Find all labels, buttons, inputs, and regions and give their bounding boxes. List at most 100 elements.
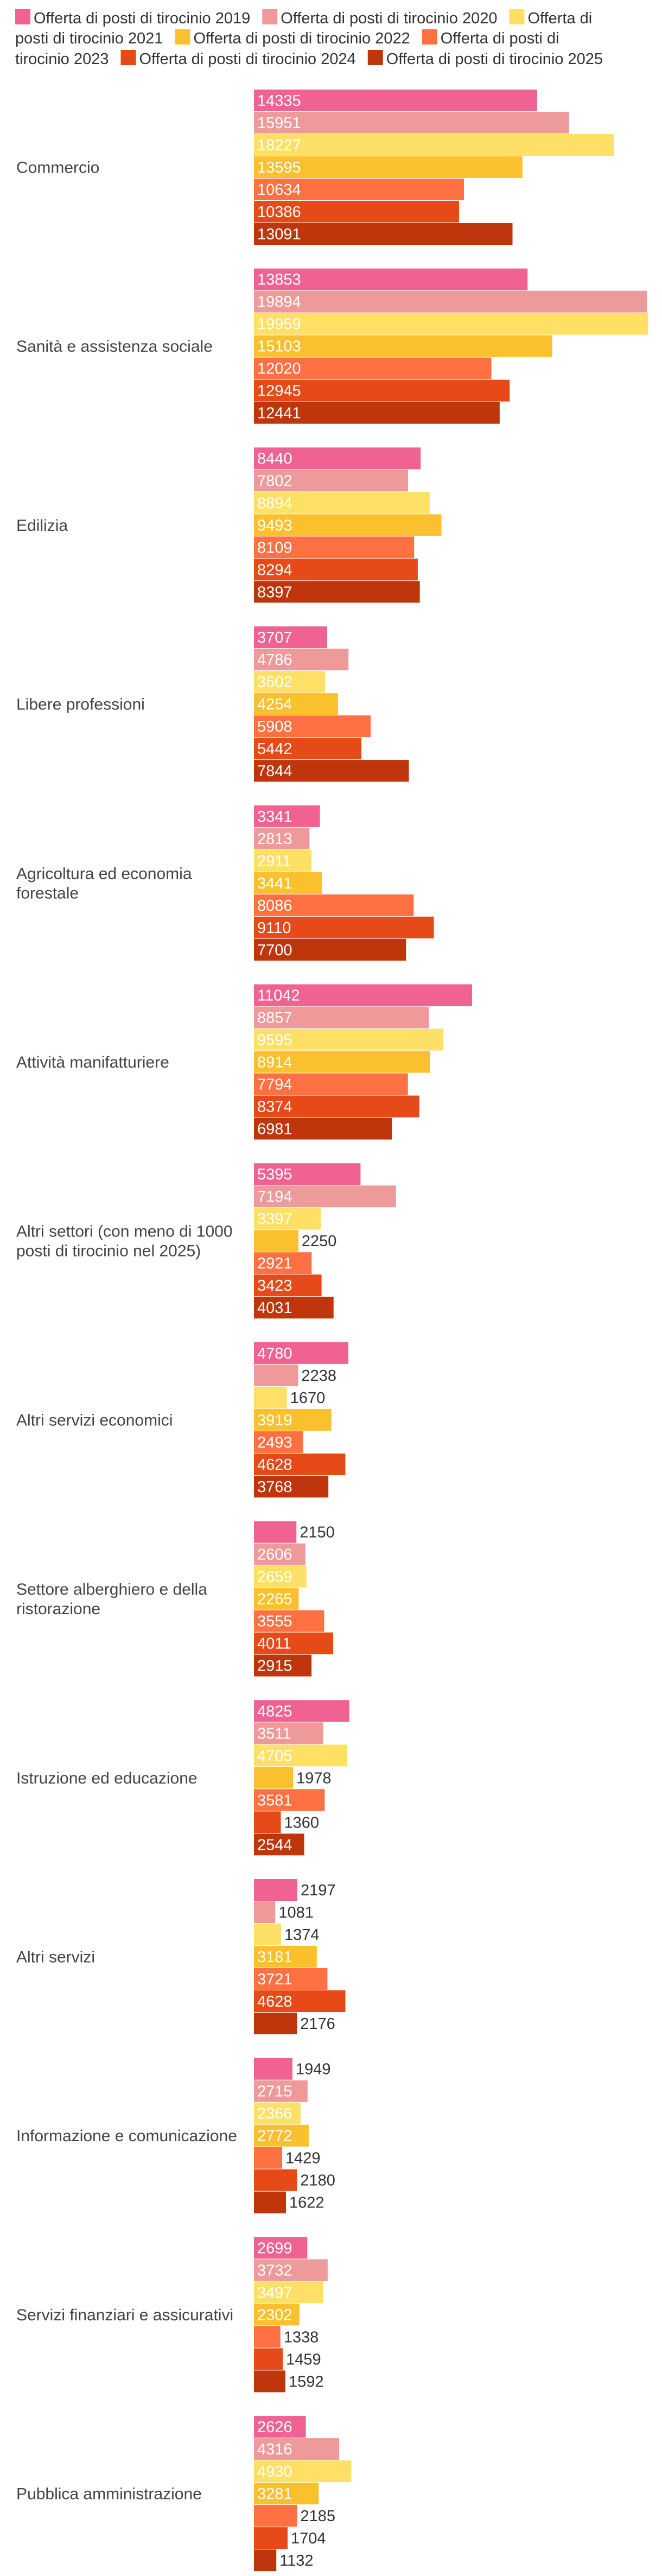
bar-12-6 [254, 2370, 285, 2393]
category-label-4-0: Agricoltura ed economia [16, 865, 192, 883]
bar-12-1 [254, 2259, 328, 2281]
bar-value-6-2: 3397 [257, 1210, 292, 1228]
category-label-13-0: Pubblica amministrazione [16, 2485, 202, 2503]
bar-value-6-6: 4031 [257, 1299, 292, 1317]
bar-12-4 [254, 2326, 281, 2348]
bar-value-9-5: 1360 [284, 1814, 320, 1831]
bar-value-5-5: 8374 [257, 1099, 292, 1116]
bar-4-5 [254, 916, 434, 938]
bar-13-1 [254, 2438, 340, 2460]
bar-value-0-3: 13595 [257, 159, 301, 176]
bar-value-7-0: 4780 [257, 1345, 292, 1362]
category-label-10-0: Altri servizi [16, 1949, 95, 1966]
bar-value-9-3: 1978 [296, 1769, 332, 1787]
bar-0-0 [254, 90, 537, 111]
bar-value-9-1: 3511 [257, 1725, 291, 1742]
category-label-7-0: Altri servizi economici [16, 1411, 173, 1429]
bar-value-13-0: 2626 [257, 2419, 292, 2436]
legend-text-0-0: Offerta di posti di tirocinio 2019 [34, 10, 250, 27]
bar-12-0 [254, 2237, 308, 2259]
bar-value-8-4: 3555 [257, 1613, 292, 1630]
bar-0-3 [254, 156, 523, 178]
bar-8-3 [254, 1588, 299, 1610]
bar-4-0 [254, 805, 320, 827]
bar-value-13-4: 2185 [301, 2508, 336, 2525]
bar-2-6 [254, 581, 420, 603]
bar-value-10-2: 1374 [284, 1926, 320, 1944]
bar-value-2-1: 7802 [257, 472, 292, 490]
bar-3-1 [254, 649, 349, 671]
bar-7-5 [254, 1453, 346, 1475]
bar-value-8-3: 2265 [257, 1591, 292, 1608]
bar-value-13-3: 3281 [257, 2485, 292, 2503]
bar-2-3 [254, 514, 442, 536]
category-label-11-0: Informazione e comunicazione [16, 2127, 237, 2145]
bar-value-8-5: 4011 [257, 1635, 291, 1653]
bar-5-2 [254, 1029, 444, 1051]
bar-value-4-4: 8086 [257, 897, 292, 915]
bar-value-12-0: 2699 [257, 2239, 292, 2257]
bar-value-7-4: 2493 [257, 1434, 292, 1451]
bar-value-6-1: 7194 [257, 1188, 292, 1205]
bar-3-2 [254, 671, 326, 693]
bar-value-13-2: 4930 [257, 2463, 292, 2480]
bar-value-12-1: 3732 [257, 2262, 292, 2279]
legend: Offerta di posti di tirocinio 2019 Offert… [15, 9, 603, 68]
bar-2-5 [254, 559, 418, 581]
bar-10-6 [254, 2013, 297, 2034]
bar-value-3-4: 5908 [257, 718, 292, 735]
bar-5-3 [254, 1051, 430, 1073]
bar-value-11-3: 2772 [257, 2128, 292, 2145]
bar-value-0-5: 10386 [257, 204, 301, 221]
bar-6-1 [254, 1185, 396, 1208]
bar-7-2 [254, 1386, 287, 1408]
legend-text-2-1: Offerta di posti di tirocinio 2024 [139, 50, 356, 68]
category-label-0-0: Commercio [16, 159, 99, 177]
category-label-12-0: Servizi finanziari e assicurativi [16, 2306, 233, 2324]
bar-value-5-6: 6981 [257, 1121, 292, 1138]
bar-value-2-0: 8440 [257, 450, 292, 467]
bar-1-4 [254, 357, 492, 379]
bar-value-1-3: 15103 [257, 338, 301, 356]
bar-value-11-0: 1949 [296, 2061, 331, 2078]
bar-value-12-4: 1338 [284, 2328, 319, 2346]
bar-value-1-1: 19894 [257, 294, 301, 311]
category-label-9-0: Istruzione ed educazione [16, 1769, 198, 1787]
bar-6-3 [254, 1230, 298, 1252]
legend-text-1-0: posti di tirocinio 2021 [15, 30, 163, 47]
bar-0-2 [254, 134, 614, 156]
legend-swatch-2-1 [120, 50, 136, 65]
bar-value-6-5: 3423 [257, 1277, 292, 1295]
bar-1-5 [254, 379, 510, 402]
legend-swatch-2-2 [367, 50, 383, 65]
legend-text-1-1: Offerta di posti di tirocinio 2022 [193, 30, 410, 47]
bar-2-2 [254, 492, 430, 514]
bar-8-4 [254, 1610, 324, 1632]
bar-value-7-3: 3919 [257, 1412, 292, 1429]
bar-9-1 [254, 1722, 323, 1744]
category-label-4-1: forestale [16, 884, 79, 902]
bar-value-4-3: 3441 [257, 875, 292, 892]
category-label-6-0: Altri settori (con meno di 1000 [16, 1223, 233, 1241]
bar-13-6 [254, 2549, 277, 2572]
bar-value-7-2: 1670 [290, 1389, 326, 1407]
bar-value-3-1: 4786 [257, 651, 292, 669]
bar-12-3 [254, 2304, 300, 2326]
bar-value-11-1: 2715 [257, 2083, 292, 2101]
bar-value-9-0: 4825 [257, 1703, 292, 1720]
category-label-2-0: Edilizia [16, 517, 68, 535]
bar-value-5-0: 11042 [257, 987, 300, 1005]
bar-value-4-6: 7700 [257, 942, 292, 959]
category-labels: Commercio Sanità e assistenza sociale Edil… [16, 159, 237, 2503]
category-label-8-0: Settore alberghiero e della [16, 1581, 207, 1598]
bar-value-9-6: 2544 [257, 1836, 292, 1854]
bar-value-8-0: 2150 [300, 1524, 335, 1541]
bar-value-5-4: 7794 [257, 1076, 292, 1094]
bar-value-10-0: 2197 [301, 1882, 336, 1899]
category-label-1-0: Sanità e assistenza sociale [16, 338, 213, 356]
bar-6-5 [254, 1274, 322, 1297]
bar-2-1 [254, 469, 408, 492]
bar-13-5 [254, 2527, 288, 2549]
bar-8-5 [254, 1632, 334, 1654]
